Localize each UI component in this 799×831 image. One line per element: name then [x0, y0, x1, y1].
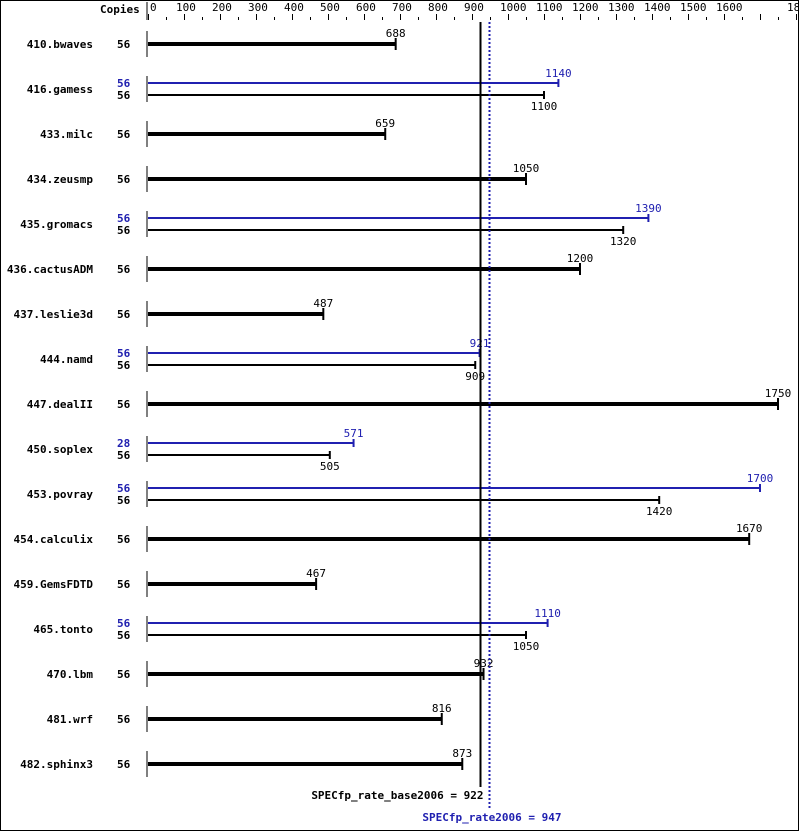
- tick-label: 500: [320, 1, 340, 14]
- benchmark-label: 470.lbm: [47, 668, 94, 681]
- base-value-label: 1050: [513, 640, 540, 653]
- base-value-label: 873: [452, 747, 472, 760]
- base-copies: 56: [117, 578, 131, 591]
- base-value-label: 816: [432, 702, 452, 715]
- base-value-label: 1320: [610, 235, 637, 248]
- tick-label: 1800: [787, 1, 799, 14]
- peak-copies: 28: [117, 437, 130, 450]
- benchmark-label: 410.bwaves: [27, 38, 93, 51]
- base-copies: 56: [117, 533, 131, 546]
- base-copies: 56: [117, 308, 131, 321]
- benchmark-label: 459.GemsFDTD: [14, 578, 94, 591]
- tick-label: 1500: [680, 1, 707, 14]
- base-copies: 56: [117, 359, 131, 372]
- base-copies: 56: [117, 629, 131, 642]
- base-value-label: 1750: [765, 387, 792, 400]
- base-copies: 56: [117, 398, 131, 411]
- base-copies: 56: [117, 758, 131, 771]
- tick-label: 100: [176, 1, 196, 14]
- benchmark-label: 434.zeusmp: [27, 173, 94, 186]
- peak-copies: 56: [117, 347, 131, 360]
- base-copies: 56: [117, 38, 131, 51]
- tick-label: 200: [212, 1, 232, 14]
- base-copies: 56: [117, 713, 131, 726]
- base-copies: 56: [117, 494, 131, 507]
- tick-label: 1000: [500, 1, 527, 14]
- base-copies: 56: [117, 224, 131, 237]
- peak-value-label: 1390: [635, 202, 662, 215]
- base-value-label: 1100: [531, 100, 558, 113]
- base-copies: 56: [117, 173, 131, 186]
- benchmark-label: 436.cactusADM: [7, 263, 93, 276]
- peak-summary-label: SPECfp_rate2006 = 947: [422, 811, 561, 824]
- tick-label: 0: [150, 1, 157, 14]
- tick-label: 700: [392, 1, 412, 14]
- benchmark-label: 482.sphinx3: [20, 758, 93, 771]
- benchmark-label: 450.soplex: [27, 443, 94, 456]
- tick-label: 1600: [716, 1, 743, 14]
- base-value-label: 487: [313, 297, 333, 310]
- base-value-label: 1200: [567, 252, 594, 265]
- copies-header: Copies: [100, 3, 140, 16]
- benchmark-label: 465.tonto: [33, 623, 93, 636]
- benchmark-label: 435.gromacs: [20, 218, 93, 231]
- base-copies: 56: [117, 89, 131, 102]
- peak-value-label: 1110: [534, 607, 561, 620]
- base-copies: 56: [117, 449, 131, 462]
- tick-label: 400: [284, 1, 304, 14]
- peak-copies: 56: [117, 617, 131, 630]
- tick-label: 1200: [572, 1, 599, 14]
- base-value-label: 505: [320, 460, 340, 473]
- benchmark-label: 444.namd: [40, 353, 93, 366]
- benchmark-label: 416.gamess: [27, 83, 93, 96]
- peak-copies: 56: [117, 77, 131, 90]
- base-value-label: 932: [474, 657, 494, 670]
- base-value-label: 467: [306, 567, 326, 580]
- peak-value-label: 571: [344, 427, 364, 440]
- base-value-label: 1670: [736, 522, 763, 535]
- benchmark-label: 437.leslie3d: [14, 308, 93, 321]
- base-copies: 56: [117, 128, 131, 141]
- peak-copies: 56: [117, 482, 131, 495]
- benchmark-label: 454.calculix: [14, 533, 94, 546]
- base-value-label: 1420: [646, 505, 673, 518]
- tick-label: 1100: [536, 1, 563, 14]
- base-value-label: 909: [465, 370, 485, 383]
- base-summary-label: SPECfp_rate_base2006 = 922: [311, 789, 483, 802]
- tick-label: 1400: [644, 1, 671, 14]
- peak-value-label: 1700: [747, 472, 774, 485]
- base-copies: 56: [117, 263, 131, 276]
- base-value-label: 688: [386, 27, 406, 40]
- base-value-label: 1050: [513, 162, 540, 175]
- peak-value-label: 1140: [545, 67, 572, 80]
- peak-copies: 56: [117, 212, 131, 225]
- benchmark-label: 453.povray: [27, 488, 94, 501]
- base-value-label: 659: [375, 117, 395, 130]
- tick-label: 300: [248, 1, 268, 14]
- tick-label: 600: [356, 1, 376, 14]
- benchmark-label: 447.dealII: [27, 398, 93, 411]
- tick-label: 1300: [608, 1, 635, 14]
- benchmark-label: 433.milc: [40, 128, 93, 141]
- benchmark-label: 481.wrf: [47, 713, 93, 726]
- base-copies: 56: [117, 668, 131, 681]
- tick-label: 800: [428, 1, 448, 14]
- tick-label: 900: [464, 1, 484, 14]
